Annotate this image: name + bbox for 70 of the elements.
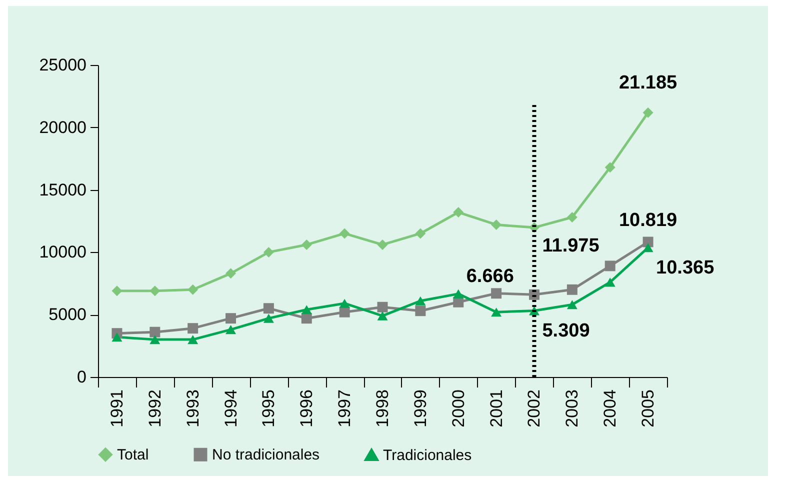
legend-label: No tradicionales <box>212 446 320 464</box>
x-tick-label: 1999 <box>410 390 430 428</box>
annotation: 6.666 <box>466 266 514 287</box>
y-tick-label: 25000 <box>39 56 86 74</box>
x-tick-label: 1995 <box>259 390 278 428</box>
point <box>339 228 350 239</box>
point <box>263 246 274 258</box>
point <box>642 243 654 252</box>
x-tick-label: 1992 <box>145 390 164 428</box>
x-tick-label: 1998 <box>373 390 392 428</box>
point <box>150 335 160 344</box>
point <box>150 326 160 338</box>
point <box>188 323 198 334</box>
point <box>415 306 426 316</box>
y-tick-label: 0 <box>77 368 86 386</box>
point <box>566 300 578 310</box>
point <box>642 107 654 118</box>
x-tick-label: 1994 <box>221 390 240 428</box>
x-tick-label: 2004 <box>600 390 620 428</box>
x-tick-label: 1991 <box>107 390 126 428</box>
legend-label: Tradicionales <box>383 446 472 464</box>
point <box>377 239 388 250</box>
point <box>150 286 160 296</box>
annotation: 21.185 <box>618 72 678 94</box>
point <box>377 311 388 320</box>
point <box>188 284 198 295</box>
point <box>604 278 616 287</box>
point <box>566 284 578 295</box>
point <box>566 212 578 222</box>
point <box>263 303 274 314</box>
x-tick-label: 2005 <box>638 390 658 428</box>
annotation: 10.819 <box>618 210 678 231</box>
annotation: 11.975 <box>542 236 600 257</box>
point <box>226 325 236 334</box>
point <box>377 302 388 312</box>
point <box>491 288 502 299</box>
y-tick-label: 20000 <box>39 118 86 137</box>
x-tick-label: 1997 <box>335 390 354 428</box>
point <box>604 162 616 173</box>
point <box>415 228 426 239</box>
x-tick-label: 1993 <box>183 390 202 428</box>
point <box>339 306 350 318</box>
point <box>188 335 198 344</box>
point <box>453 289 464 298</box>
point <box>112 286 122 296</box>
y-tick-label: 15000 <box>39 180 86 200</box>
point <box>604 260 616 272</box>
annotation: 10.365 <box>656 258 715 279</box>
point <box>226 313 236 324</box>
point <box>453 207 464 218</box>
point <box>415 296 426 306</box>
legend-label: Total <box>117 446 149 464</box>
point <box>642 236 654 248</box>
point <box>301 313 312 324</box>
y-tick-label: 5000 <box>48 305 86 324</box>
x-tick-label: 2003 <box>562 390 582 428</box>
point <box>339 298 350 308</box>
point <box>491 308 502 317</box>
y-tick-label: 10000 <box>39 242 86 262</box>
x-tick-label: 2000 <box>448 390 468 428</box>
point <box>301 239 312 250</box>
x-tick-label: 2001 <box>486 390 506 428</box>
point <box>491 220 502 230</box>
x-tick-label: 2002 <box>524 390 544 428</box>
point <box>112 332 122 342</box>
point <box>301 305 312 314</box>
point <box>226 268 236 279</box>
x-tick-label: 1996 <box>297 390 316 428</box>
annotation: 5.309 <box>542 320 590 342</box>
point <box>263 314 274 323</box>
